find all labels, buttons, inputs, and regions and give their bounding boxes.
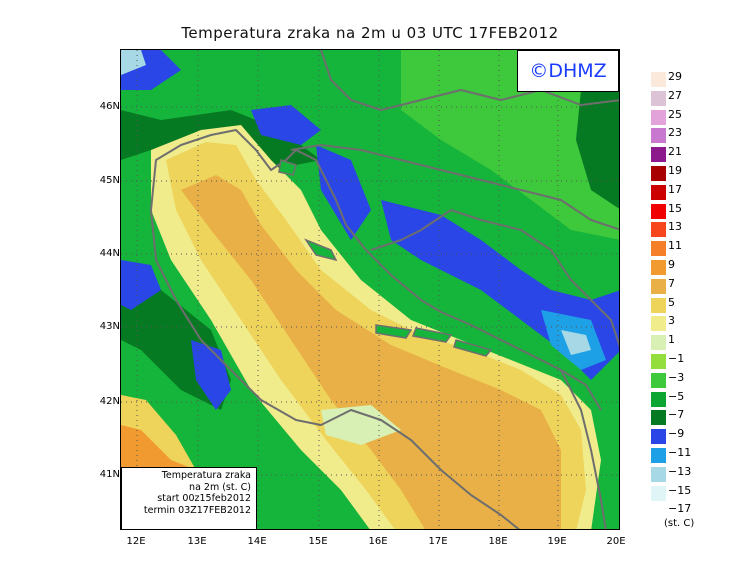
coastlines-and-borders xyxy=(150,50,619,529)
lon-label-18e: 18E xyxy=(488,536,508,547)
info-line-title: Temperatura zraka xyxy=(161,470,251,481)
legend-label: −15 xyxy=(668,483,692,497)
legend-label: −5 xyxy=(668,389,685,403)
map-canvas xyxy=(121,50,619,529)
sea-warm-core xyxy=(181,175,561,529)
legend-swatch xyxy=(651,504,666,520)
dalmatian-islands xyxy=(278,159,493,357)
legend-swatch xyxy=(651,429,666,445)
legend-swatch xyxy=(651,222,666,238)
legend-label: −13 xyxy=(668,464,692,478)
legend-label: 1 xyxy=(668,333,675,347)
legend-swatch xyxy=(651,316,666,332)
legend-swatch xyxy=(651,109,666,125)
lon-label-17e: 17E xyxy=(428,536,448,547)
cold-area-slovenia xyxy=(251,105,321,145)
info-line-term: termin 03Z17FEB2012 xyxy=(143,504,251,516)
legend-label: −1 xyxy=(668,352,685,365)
lat-label-46n: 46N xyxy=(99,101,120,112)
legend-label: −11 xyxy=(668,446,692,459)
legend-label: 7 xyxy=(668,276,675,290)
legend-swatch xyxy=(651,372,666,388)
legend-label: 25 xyxy=(668,107,682,121)
very-cold-nw-corner xyxy=(121,50,146,75)
cold-area-lika xyxy=(316,145,371,240)
info-box: Temperatura zraka na 2m (st. C) start 00… xyxy=(121,467,257,529)
lat-label-44n: 44N xyxy=(99,248,120,259)
legend-swatch xyxy=(651,128,666,144)
lon-label-16e: 16E xyxy=(368,536,388,547)
legend-swatch xyxy=(651,147,666,163)
legend-swatch xyxy=(651,448,666,463)
legend-label: −17 xyxy=(668,502,692,516)
legend-label: −9 xyxy=(668,427,685,441)
legend-label: 11 xyxy=(668,239,682,253)
lon-label-15e: 15E xyxy=(308,536,328,547)
lon-label-13e: 13E xyxy=(187,536,207,547)
legend-swatch xyxy=(651,485,666,501)
lon-label-12e: 12E xyxy=(126,536,146,547)
legend-label: 3 xyxy=(668,314,675,328)
legend-label: 23 xyxy=(668,126,682,140)
lat-label-43n: 43N xyxy=(99,321,120,332)
legend-swatch xyxy=(651,203,666,219)
temperature-map: ©DHMZ Temperatura zraka na 2m (st. C) st… xyxy=(120,49,620,530)
land-light-ne xyxy=(401,50,619,240)
lat-label-41n: 41N xyxy=(99,469,120,480)
legend-swatch xyxy=(651,466,666,482)
lon-label-19e: 19E xyxy=(547,536,567,547)
legend-label: −7 xyxy=(668,408,685,422)
lat-label-45n: 45N xyxy=(99,175,120,186)
legend-label: −3 xyxy=(668,370,685,384)
legend-label: 29 xyxy=(668,70,682,83)
coldest-area-montenegro xyxy=(561,330,591,355)
legend-label: 13 xyxy=(668,220,682,234)
legend-swatch xyxy=(651,278,666,294)
dark-green-patch-ne xyxy=(576,90,619,209)
legend-label: 15 xyxy=(668,201,682,215)
legend-swatch xyxy=(651,410,666,426)
legend-swatch xyxy=(651,354,666,369)
cold-area-apennines xyxy=(191,340,231,410)
mild-area-italy-sw xyxy=(121,395,196,470)
info-line-start: start 00z15feb2012 xyxy=(157,493,251,504)
legend-swatch xyxy=(651,391,666,407)
lon-label-20e: 20E xyxy=(606,536,626,547)
cold-area-italy-north xyxy=(121,260,161,310)
legend-label: 17 xyxy=(668,182,682,196)
info-line-units: na 2m (st. C) xyxy=(189,481,251,493)
legend-swatch xyxy=(651,72,666,87)
legend-swatch xyxy=(651,241,666,257)
legend-swatch xyxy=(651,184,666,200)
legend-unit: (st. C) xyxy=(664,518,695,529)
legend-label: 27 xyxy=(668,88,682,102)
lon-label-14e: 14E xyxy=(247,536,267,547)
legend-swatch xyxy=(651,166,666,181)
legend-label: 21 xyxy=(668,145,682,159)
legend-swatch xyxy=(651,260,666,275)
legend-label: 19 xyxy=(668,164,682,177)
legend-swatch xyxy=(651,335,666,351)
legend-swatch xyxy=(651,90,666,106)
legend-label: 5 xyxy=(668,295,675,309)
legend-label: 9 xyxy=(668,258,675,271)
lat-label-42n: 42N xyxy=(99,396,120,407)
legend-swatch xyxy=(651,297,666,313)
map-title: Temperatura zraka na 2m u 03 UTC 17FEB20… xyxy=(181,24,559,42)
dhmz-logo: ©DHMZ xyxy=(517,50,619,92)
